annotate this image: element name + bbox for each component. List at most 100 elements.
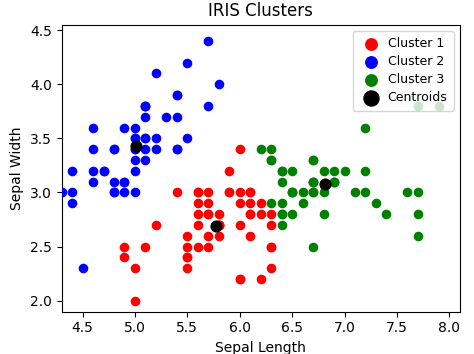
Cluster 1 [121, 255, 128, 260]
Cluster 1 [226, 190, 233, 195]
Cluster 1 [226, 168, 233, 174]
Cluster 1 [194, 222, 201, 228]
Cluster 3 [310, 179, 317, 184]
Cluster 3 [267, 157, 275, 163]
Cluster 3 [435, 103, 443, 109]
Cluster 3 [362, 190, 369, 195]
Cluster 1 [204, 233, 212, 239]
Cluster 3 [341, 168, 348, 174]
Cluster 1 [183, 266, 191, 271]
Cluster 2 [152, 71, 160, 76]
Cluster 1 [142, 244, 149, 250]
Cluster 1 [183, 255, 191, 260]
Cluster 3 [414, 190, 422, 195]
Cluster 2 [89, 179, 97, 184]
Cluster 3 [414, 211, 422, 217]
Cluster 2 [204, 103, 212, 109]
Cluster 2 [131, 147, 139, 152]
Cluster 2 [121, 179, 128, 184]
Cluster 2 [131, 190, 139, 195]
Cluster 2 [173, 114, 181, 120]
Cluster 2 [110, 190, 118, 195]
Cluster 2 [142, 103, 149, 109]
X-axis label: Sepal Length: Sepal Length [215, 341, 306, 354]
Cluster 2 [131, 168, 139, 174]
Cluster 1 [236, 200, 244, 206]
Cluster 3 [330, 179, 338, 184]
Cluster 3 [320, 190, 328, 195]
Cluster 3 [372, 200, 380, 206]
Cluster 3 [299, 200, 306, 206]
Cluster 1 [267, 244, 275, 250]
Cluster 2 [152, 147, 160, 152]
Cluster 3 [288, 211, 296, 217]
Cluster 1 [131, 266, 139, 271]
Cluster 1 [194, 211, 201, 217]
Cluster 2 [183, 60, 191, 65]
Cluster 1 [246, 211, 254, 217]
Cluster 1 [236, 222, 244, 228]
Cluster 2 [142, 147, 149, 152]
Cluster 3 [267, 157, 275, 163]
Title: IRIS Clusters: IRIS Clusters [208, 2, 313, 21]
Cluster 3 [310, 179, 317, 184]
Cluster 1 [121, 244, 128, 250]
Cluster 1 [131, 298, 139, 303]
Centroids [321, 182, 328, 187]
Cluster 1 [215, 233, 223, 239]
Cluster 1 [236, 147, 244, 152]
Cluster 1 [183, 244, 191, 250]
Cluster 1 [204, 211, 212, 217]
Cluster 3 [288, 190, 296, 195]
Cluster 1 [236, 276, 244, 282]
Cluster 1 [267, 211, 275, 217]
Cluster 3 [278, 168, 285, 174]
Cluster 3 [310, 157, 317, 163]
Cluster 2 [142, 114, 149, 120]
Centroids [212, 223, 220, 229]
Cluster 1 [204, 200, 212, 206]
Cluster 3 [278, 200, 285, 206]
Cluster 2 [89, 125, 97, 130]
Cluster 3 [288, 168, 296, 174]
Cluster 2 [173, 147, 181, 152]
Cluster 1 [194, 190, 201, 195]
Cluster 3 [288, 190, 296, 195]
Cluster 2 [121, 190, 128, 195]
Cluster 1 [215, 222, 223, 228]
Cluster 2 [110, 147, 118, 152]
Cluster 3 [267, 200, 275, 206]
Cluster 1 [215, 222, 223, 228]
Cluster 2 [204, 38, 212, 44]
Cluster 3 [414, 103, 422, 109]
Cluster 1 [204, 244, 212, 250]
Cluster 3 [310, 190, 317, 195]
Cluster 3 [383, 211, 390, 217]
Cluster 2 [152, 136, 160, 141]
Cluster 3 [320, 211, 328, 217]
Cluster 1 [246, 200, 254, 206]
Cluster 2 [89, 147, 97, 152]
Cluster 2 [173, 147, 181, 152]
Cluster 2 [173, 92, 181, 98]
Cluster 3 [310, 179, 317, 184]
Cluster 1 [257, 200, 264, 206]
Cluster 3 [330, 179, 338, 184]
Cluster 1 [194, 190, 201, 195]
Cluster 2 [121, 179, 128, 184]
Cluster 2 [163, 114, 170, 120]
Cluster 1 [215, 222, 223, 228]
Cluster 1 [246, 190, 254, 195]
Cluster 1 [236, 276, 244, 282]
Legend: Cluster 1, Cluster 2, Cluster 3, Centroids: Cluster 1, Cluster 2, Cluster 3, Centroi… [353, 31, 454, 110]
Cluster 1 [194, 244, 201, 250]
Cluster 2 [68, 168, 76, 174]
Cluster 2 [110, 179, 118, 184]
Cluster 2 [183, 136, 191, 141]
Cluster 3 [299, 190, 306, 195]
Cluster 1 [173, 190, 181, 195]
Cluster 3 [278, 222, 285, 228]
Cluster 1 [246, 233, 254, 239]
Cluster 1 [226, 190, 233, 195]
Cluster 2 [142, 136, 149, 141]
